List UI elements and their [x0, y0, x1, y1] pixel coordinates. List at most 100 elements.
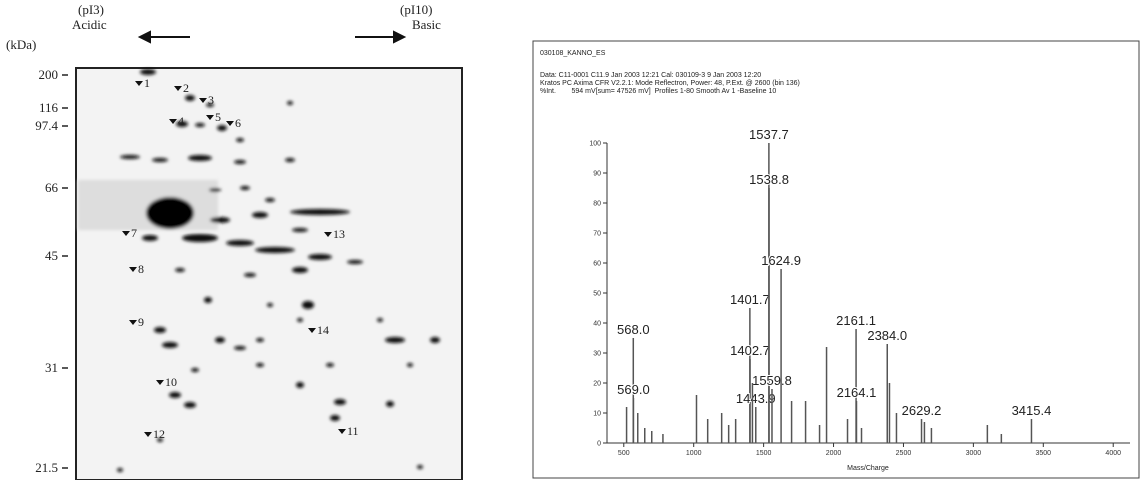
mw-marker: 31	[45, 360, 58, 375]
gel-spot	[347, 260, 363, 264]
x-tick-label: 3000	[966, 450, 982, 457]
peak-label: 1402.7	[730, 343, 770, 358]
spectrum-info: Kratos PC Axima CFR V2.2.1: Mode Reflect…	[540, 80, 800, 87]
gel-spot	[377, 318, 383, 322]
y-tick-label: 10	[593, 411, 601, 418]
gel-spot	[244, 273, 256, 277]
spectrum-title: 030108_KANNO_ES	[540, 50, 606, 57]
gel-spot	[302, 301, 314, 309]
x-tick-label: 500	[618, 450, 630, 457]
basic-label: Basic	[412, 17, 441, 32]
gel-spot	[175, 268, 185, 272]
peak-label: 1401.7	[730, 292, 770, 307]
gel-spot	[152, 158, 168, 162]
gel-spot	[188, 155, 212, 161]
gel-spot	[146, 197, 194, 229]
spot-label: 7	[131, 226, 137, 240]
gel-spot	[142, 235, 158, 241]
spot-label: 1	[144, 76, 150, 90]
gel-spot	[162, 342, 178, 348]
gel-spot	[191, 368, 199, 372]
x-tick-label: 1000	[686, 450, 702, 457]
x-tick-label: 1500	[756, 450, 772, 457]
spot-label: 5	[215, 110, 221, 124]
gel-spot	[184, 402, 196, 408]
peak-label: 1624.9	[761, 253, 801, 268]
gel-spot	[236, 138, 244, 142]
peak-label: 1443.9	[736, 391, 776, 406]
spot-pointer	[324, 232, 332, 237]
gel-spot	[226, 240, 254, 246]
gel-spot	[334, 399, 346, 405]
spot-pointer	[156, 380, 164, 385]
gel-spot	[267, 303, 273, 307]
y-tick-label: 50	[593, 291, 601, 298]
gel-spot	[287, 101, 293, 105]
spot-label: 4	[178, 114, 184, 128]
gel-spot	[217, 125, 227, 131]
gel-spot	[407, 363, 413, 367]
gel-spot	[169, 392, 181, 398]
spot-pointer	[226, 121, 234, 126]
gel-spot	[154, 327, 166, 333]
y-tick-label: 40	[593, 321, 601, 328]
gel-spot	[385, 337, 405, 343]
peak-label: 3415.4	[1012, 403, 1052, 418]
acidic-pi: (pI3)	[78, 2, 104, 17]
gel-haze	[78, 180, 218, 230]
spot-pointer	[129, 320, 137, 325]
spot-pointer	[135, 81, 143, 86]
gel-spot	[386, 401, 394, 407]
gel-spot	[285, 158, 295, 162]
x-tick-label: 3500	[1036, 450, 1052, 457]
peak-label: 2384.0	[867, 328, 907, 343]
y-tick-label: 0	[597, 441, 601, 448]
spot-pointer	[199, 98, 207, 103]
mw-marker: 200	[39, 67, 59, 82]
gel-spot	[176, 121, 188, 127]
spot-pointer	[169, 119, 177, 124]
y-tick-label: 20	[593, 381, 601, 388]
gel-spot	[210, 217, 230, 223]
spot-label: 10	[165, 375, 177, 389]
spot-label: 2	[183, 81, 189, 95]
mw-marker: 21.5	[35, 460, 58, 475]
gel-spot	[185, 95, 195, 101]
mw-marker: 45	[45, 248, 58, 263]
peak-label: 569.0	[617, 382, 650, 397]
gel-spot	[252, 212, 268, 218]
x-tick-label: 2000	[826, 450, 842, 457]
spot-pointer	[308, 328, 316, 333]
spot-pointer	[174, 86, 182, 91]
y-tick-label: 30	[593, 351, 601, 358]
mw-marker: 66	[45, 180, 59, 195]
gel-spot	[234, 346, 246, 350]
spot-label: 3	[208, 93, 214, 107]
gel-spot	[330, 415, 340, 421]
gel-spot	[209, 188, 221, 192]
gel-spot	[234, 160, 246, 164]
spot-label: 6	[235, 116, 241, 130]
gel-spot	[256, 363, 264, 367]
gel-spot	[290, 209, 350, 215]
arrows	[137, 30, 407, 44]
basic-pi: (pI10)	[400, 2, 433, 17]
gel-spot	[117, 468, 123, 472]
spot-label: 12	[153, 427, 165, 441]
y-tick-label: 70	[593, 231, 601, 238]
gel-image	[75, 67, 463, 480]
spot-label: 8	[138, 262, 144, 276]
gel-spot	[308, 254, 332, 260]
gel-spot	[195, 123, 205, 127]
spot-pointer	[122, 231, 130, 236]
y-tick-label: 60	[593, 261, 601, 268]
gel-spot	[292, 228, 308, 232]
spot-pointer	[338, 429, 346, 434]
peak-label: 1537.7	[749, 127, 789, 142]
gel-spot	[204, 297, 212, 303]
mw-marker: 116	[39, 100, 59, 115]
unit-label: (kDa)	[6, 37, 36, 52]
peak-label: 1538.8	[749, 172, 789, 187]
spectrum-info: Data: C11-0001 C11.9 Jan 2003 12:21 Cal:…	[540, 72, 761, 79]
gel-spot	[120, 155, 140, 159]
